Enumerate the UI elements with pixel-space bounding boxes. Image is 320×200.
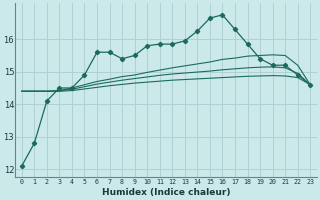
X-axis label: Humidex (Indice chaleur): Humidex (Indice chaleur) bbox=[102, 188, 230, 197]
